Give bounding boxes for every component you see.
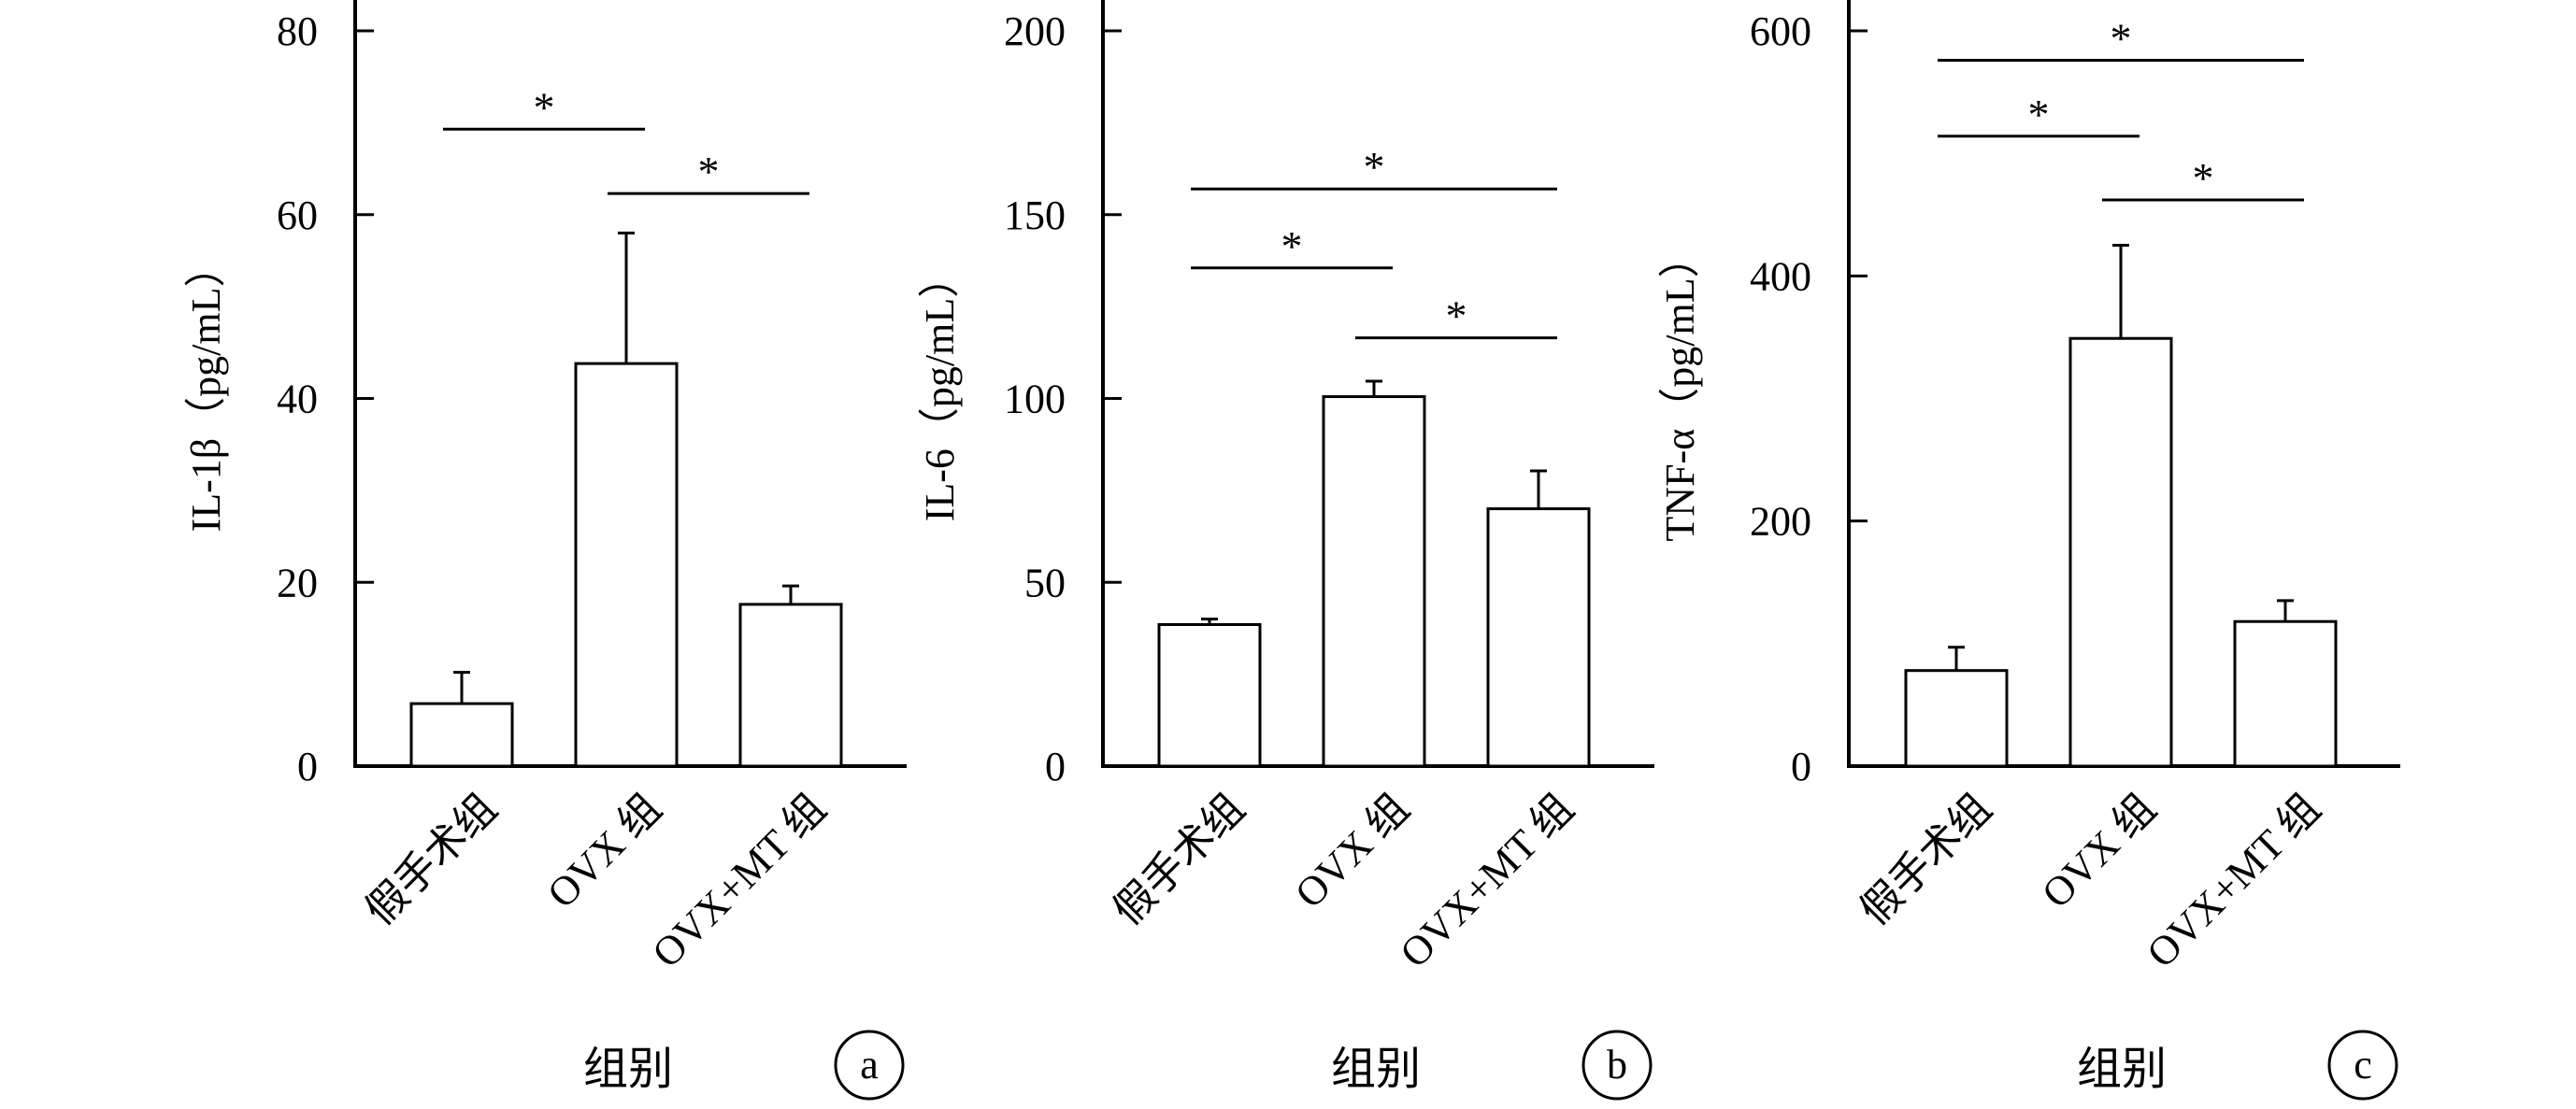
significance-star: * [1281, 222, 1303, 270]
bar [1157, 623, 1262, 768]
bar [1322, 395, 1426, 768]
panel-letter: b [1607, 1042, 1627, 1088]
category-label: OVX 组 [2033, 785, 2165, 917]
significance-star: * [2028, 91, 2050, 138]
y-tick-label: 0 [297, 744, 318, 789]
panel-letter: c [2354, 1042, 2372, 1088]
category-label: OVX+MT 组 [2138, 785, 2329, 976]
y-axis-label: IL-6（pg/mL） [917, 257, 963, 522]
y-tick-label: 100 [1004, 377, 1066, 422]
y-tick-label: 400 [1750, 253, 1811, 299]
bar [2068, 336, 2173, 768]
category-label: OVX 组 [1286, 785, 1418, 917]
panel-letter-circle [834, 1030, 905, 1101]
bar [738, 603, 843, 768]
category-label: 假手术组 [357, 785, 506, 933]
y-axis-label: TNF-α（pg/mL） [1657, 236, 1703, 541]
panel-letter-circle [2327, 1030, 2398, 1101]
significance-star: * [2111, 14, 2132, 62]
y-tick-label: 60 [277, 192, 318, 238]
y-tick-label: 0 [1045, 744, 1066, 789]
y-tick-label: 200 [1004, 8, 1066, 54]
x-axis-label: 组别 [2077, 1045, 2167, 1094]
panel-letter-circle [1581, 1030, 1653, 1101]
category-label: 假手术组 [1852, 785, 2000, 933]
y-tick-label: 20 [277, 560, 318, 605]
significance-star: * [534, 83, 555, 131]
category-label: OVX+MT 组 [1391, 785, 1582, 976]
bar [2233, 619, 2338, 768]
significance-star: * [1364, 143, 1385, 191]
x-axis-label: 组别 [1331, 1045, 1421, 1094]
panel-letter: a [860, 1042, 879, 1088]
y-tick-label: 0 [1791, 744, 1811, 789]
bar [574, 362, 679, 768]
y-tick-label: 150 [1004, 192, 1066, 238]
y-tick-label: 200 [1750, 499, 1811, 545]
x-axis-label: 组别 [583, 1045, 673, 1094]
category-label: 假手术组 [1105, 785, 1253, 933]
y-tick-label: 600 [1750, 8, 1811, 54]
y-axis-label: IL-1β（pg/mL） [183, 247, 229, 533]
y-tick-label: 50 [1024, 560, 1066, 605]
bar [1904, 669, 2009, 768]
category-label: OVX 组 [538, 785, 670, 917]
significance-star: * [698, 148, 720, 195]
bar [409, 702, 514, 768]
significance-star: * [1446, 292, 1467, 340]
y-tick-label: 40 [277, 377, 318, 422]
y-tick-label: 80 [277, 8, 318, 54]
category-label: OVX+MT 组 [643, 785, 835, 976]
significance-star: * [2193, 154, 2214, 202]
bar [1486, 507, 1591, 768]
